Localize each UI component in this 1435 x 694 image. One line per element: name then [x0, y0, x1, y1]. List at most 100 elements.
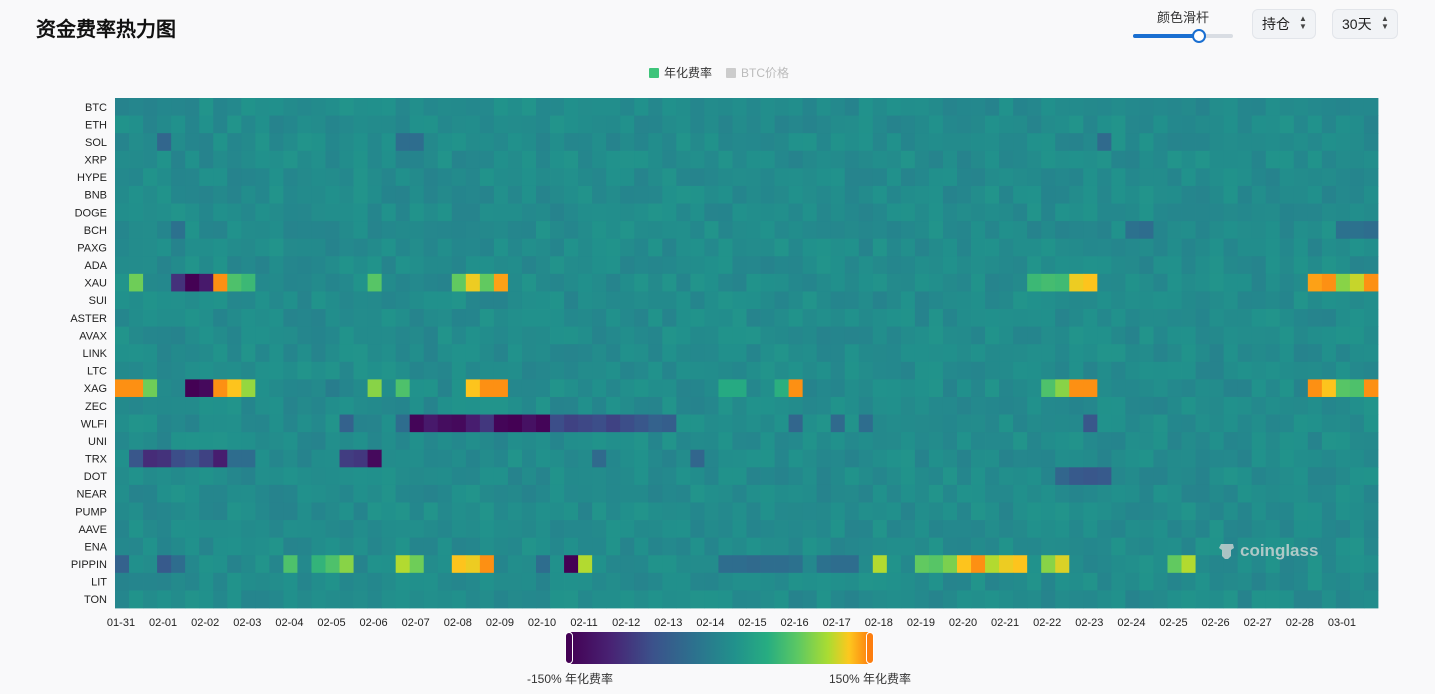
heatmap-cell[interactable] — [1293, 344, 1309, 363]
heatmap-cell[interactable] — [451, 484, 467, 503]
heatmap-cell[interactable] — [844, 414, 860, 433]
heatmap-cell[interactable] — [381, 590, 397, 609]
heatmap-cell[interactable] — [999, 590, 1014, 609]
heatmap-cell[interactable] — [1321, 555, 1337, 574]
heatmap-cell[interactable] — [1307, 396, 1323, 415]
heatmap-cell[interactable] — [171, 273, 186, 292]
heatmap-cell[interactable] — [409, 133, 425, 152]
heatmap-cell[interactable] — [872, 291, 888, 310]
heatmap-cell[interactable] — [507, 467, 523, 486]
heatmap-cell[interactable] — [1139, 520, 1154, 539]
heatmap-cell[interactable] — [578, 379, 593, 398]
heatmap-cell[interactable] — [199, 203, 214, 222]
heatmap-cell[interactable] — [325, 326, 340, 345]
heatmap-cell[interactable] — [1083, 449, 1098, 468]
heatmap-cell[interactable] — [1125, 590, 1140, 609]
heatmap-cell[interactable] — [451, 150, 467, 169]
heatmap-cell[interactable] — [971, 238, 986, 257]
heatmap-cell[interactable] — [1363, 484, 1379, 503]
heatmap-cell[interactable] — [1265, 432, 1281, 451]
heatmap-cell[interactable] — [129, 361, 144, 380]
heatmap-cell[interactable] — [914, 484, 930, 503]
heatmap-cell[interactable] — [802, 467, 818, 486]
heatmap-cell[interactable] — [493, 432, 509, 451]
heatmap-cell[interactable] — [1195, 449, 1210, 468]
heatmap-cell[interactable] — [1111, 98, 1126, 116]
heatmap-cell[interactable] — [718, 361, 733, 380]
heatmap-cell[interactable] — [746, 133, 761, 152]
heatmap-cell[interactable] — [451, 572, 467, 591]
heatmap-cell[interactable] — [1293, 572, 1309, 591]
heatmap-cell[interactable] — [283, 414, 298, 433]
heatmap-cell[interactable] — [606, 449, 621, 468]
heatmap-cell[interactable] — [676, 115, 691, 134]
heatmap-cell[interactable] — [1125, 537, 1140, 556]
heatmap-cell[interactable] — [255, 467, 270, 486]
heatmap-cell[interactable] — [115, 150, 130, 169]
heatmap-cell[interactable] — [1097, 273, 1112, 292]
heatmap-cell[interactable] — [662, 537, 677, 556]
range-select[interactable]: 30天 ▲ ▼ — [1332, 9, 1398, 39]
heatmap-cell[interactable] — [816, 396, 832, 415]
heatmap-cell[interactable] — [493, 256, 509, 275]
heatmap-cell[interactable] — [129, 133, 144, 152]
heatmap-cell[interactable] — [620, 590, 635, 609]
heatmap-cell[interactable] — [227, 572, 242, 591]
heatmap-cell[interactable] — [858, 326, 874, 345]
heatmap-cell[interactable] — [1125, 396, 1140, 415]
heatmap-cell[interactable] — [774, 467, 789, 486]
heatmap-cell[interactable] — [1237, 379, 1253, 398]
heatmap-cell[interactable] — [816, 221, 832, 240]
heatmap-cell[interactable] — [1293, 291, 1309, 310]
heatmap-cell[interactable] — [830, 449, 846, 468]
heatmap-cell[interactable] — [648, 361, 663, 380]
heatmap-cell[interactable] — [1055, 273, 1070, 292]
heatmap-cell[interactable] — [269, 555, 284, 574]
heatmap-cell[interactable] — [171, 590, 186, 609]
heatmap-cell[interactable] — [774, 484, 789, 503]
heatmap-cell[interactable] — [1041, 572, 1056, 591]
heatmap-cell[interactable] — [900, 221, 916, 240]
heatmap-cell[interactable] — [774, 432, 789, 451]
heatmap-cell[interactable] — [648, 203, 663, 222]
heatmap-cell[interactable] — [1363, 168, 1379, 187]
heatmap-cell[interactable] — [115, 396, 130, 415]
heatmap-cell[interactable] — [1083, 221, 1098, 240]
heatmap-cell[interactable] — [1111, 572, 1126, 591]
heatmap-cell[interactable] — [858, 150, 874, 169]
heatmap-cell[interactable] — [690, 326, 705, 345]
heatmap-cell[interactable] — [564, 432, 579, 451]
heatmap-cell[interactable] — [1097, 291, 1112, 310]
heatmap-cell[interactable] — [550, 379, 565, 398]
heatmap-cell[interactable] — [479, 203, 495, 222]
heatmap-cell[interactable] — [886, 361, 902, 380]
heatmap-cell[interactable] — [578, 185, 593, 204]
heatmap-cell[interactable] — [1181, 414, 1196, 433]
heatmap-cell[interactable] — [536, 484, 551, 503]
heatmap-cell[interactable] — [606, 520, 621, 539]
heatmap-cell[interactable] — [297, 150, 312, 169]
heatmap-cell[interactable] — [115, 98, 130, 116]
heatmap-cell[interactable] — [1195, 133, 1210, 152]
heatmap-cell[interactable] — [115, 379, 130, 398]
heatmap-cell[interactable] — [227, 396, 242, 415]
heatmap-cell[interactable] — [985, 590, 1000, 609]
heatmap-cell[interactable] — [1307, 133, 1323, 152]
heatmap-cell[interactable] — [185, 537, 200, 556]
heatmap-cell[interactable] — [493, 396, 509, 415]
heatmap-cell[interactable] — [985, 221, 1000, 240]
heatmap-cell[interactable] — [844, 115, 860, 134]
heatmap-cell[interactable] — [620, 484, 635, 503]
heatmap-cell[interactable] — [409, 221, 425, 240]
heatmap-cell[interactable] — [928, 168, 944, 187]
heatmap-cell[interactable] — [999, 432, 1014, 451]
heatmap-cell[interactable] — [1293, 185, 1309, 204]
heatmap-cell[interactable] — [367, 221, 383, 240]
heatmap-cell[interactable] — [479, 221, 495, 240]
heatmap-cell[interactable] — [971, 432, 986, 451]
heatmap-cell[interactable] — [311, 555, 326, 574]
heatmap-cell[interactable] — [578, 537, 593, 556]
heatmap-cell[interactable] — [241, 379, 256, 398]
heatmap-cell[interactable] — [213, 238, 228, 257]
heatmap-cell[interactable] — [311, 396, 326, 415]
